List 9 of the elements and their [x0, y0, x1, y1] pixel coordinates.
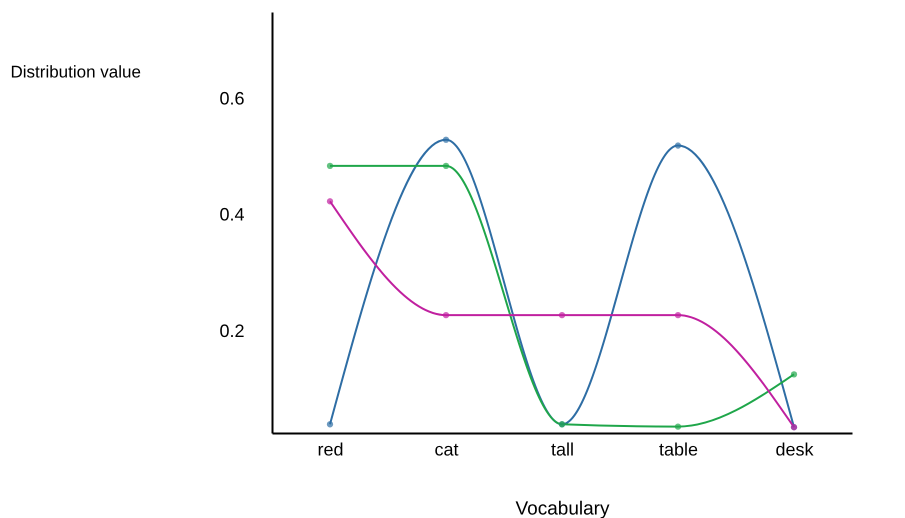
x-tick-label: red	[317, 440, 344, 460]
y-axis-title: Distribution value	[10, 62, 141, 82]
x-tick-label: desk	[775, 440, 815, 460]
x-tick-label: table	[658, 440, 698, 460]
x-tick-label: cat	[434, 440, 459, 460]
y-tick-label: 0.6	[219, 88, 244, 109]
x-tick-label: tall	[550, 440, 574, 460]
y-tick-label: 0.4	[219, 204, 244, 225]
y-tick-label: 0.2	[219, 320, 244, 341]
